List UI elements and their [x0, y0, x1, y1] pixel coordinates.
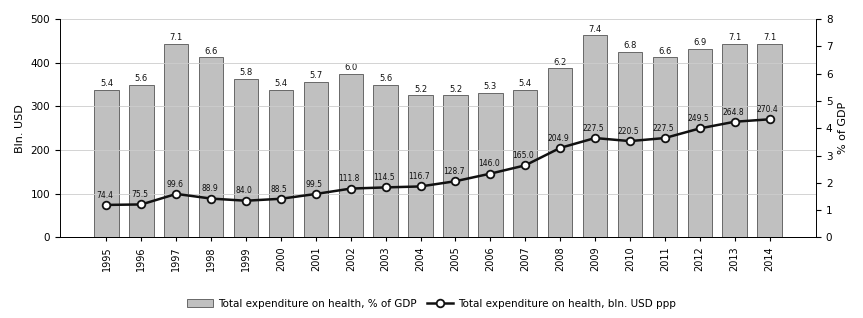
Bar: [513, 90, 538, 238]
Text: 5.2: 5.2: [414, 85, 427, 94]
Text: 227.5: 227.5: [583, 124, 604, 133]
Text: 128.7: 128.7: [443, 167, 464, 176]
Bar: [408, 95, 432, 238]
Text: 75.5: 75.5: [131, 190, 148, 199]
Text: 7.4: 7.4: [589, 25, 602, 34]
Text: 270.4: 270.4: [757, 105, 778, 114]
Y-axis label: Bln. USD: Bln. USD: [15, 104, 25, 153]
Text: 227.5: 227.5: [652, 124, 674, 133]
Bar: [304, 82, 328, 238]
Text: 7.1: 7.1: [728, 33, 741, 42]
Text: 6.6: 6.6: [205, 46, 217, 56]
Bar: [722, 44, 746, 238]
Text: 84.0: 84.0: [236, 186, 253, 196]
Text: 6.0: 6.0: [344, 63, 357, 72]
Text: 5.4: 5.4: [519, 80, 532, 88]
Text: 5.7: 5.7: [309, 71, 323, 80]
Bar: [618, 52, 642, 238]
Text: 6.6: 6.6: [658, 46, 671, 56]
Text: 74.4: 74.4: [97, 191, 113, 200]
Text: 116.7: 116.7: [408, 172, 430, 181]
Text: 99.5: 99.5: [306, 180, 323, 189]
Text: 5.3: 5.3: [484, 82, 497, 91]
Text: 165.0: 165.0: [513, 151, 534, 160]
Text: 5.6: 5.6: [135, 74, 148, 83]
Text: 204.9: 204.9: [547, 134, 570, 143]
Text: 114.5: 114.5: [373, 173, 394, 182]
Bar: [548, 68, 572, 238]
Text: 88.9: 88.9: [201, 184, 217, 193]
Text: 7.1: 7.1: [763, 33, 776, 42]
Bar: [688, 49, 712, 238]
Bar: [652, 57, 677, 238]
Bar: [444, 95, 468, 238]
Bar: [268, 90, 293, 238]
Bar: [199, 57, 224, 238]
Text: 146.0: 146.0: [478, 159, 500, 169]
Text: 6.8: 6.8: [623, 41, 637, 50]
Text: 111.8: 111.8: [338, 174, 360, 183]
Bar: [164, 44, 188, 238]
Text: 6.2: 6.2: [553, 58, 567, 66]
Bar: [374, 85, 398, 238]
Text: 99.6: 99.6: [166, 180, 183, 189]
Bar: [758, 44, 782, 238]
Text: 264.8: 264.8: [722, 107, 744, 116]
Text: 5.8: 5.8: [239, 68, 253, 77]
Text: 5.4: 5.4: [274, 80, 287, 88]
Text: 7.1: 7.1: [170, 33, 183, 42]
Y-axis label: % of GDP: % of GDP: [838, 102, 848, 154]
Text: 6.9: 6.9: [693, 38, 706, 47]
Bar: [583, 35, 608, 238]
Bar: [338, 73, 363, 238]
Text: 5.4: 5.4: [100, 80, 113, 88]
Text: 5.2: 5.2: [449, 85, 462, 94]
Text: 5.6: 5.6: [379, 74, 393, 83]
Bar: [94, 90, 119, 238]
Bar: [478, 93, 502, 238]
Text: 88.5: 88.5: [271, 184, 287, 194]
Bar: [129, 85, 154, 238]
Bar: [234, 79, 258, 238]
Text: 220.5: 220.5: [617, 127, 639, 136]
Legend: Total expenditure on health, % of GDP, Total expenditure on health, bln. USD ppp: Total expenditure on health, % of GDP, T…: [183, 294, 680, 313]
Text: 249.5: 249.5: [687, 114, 709, 123]
